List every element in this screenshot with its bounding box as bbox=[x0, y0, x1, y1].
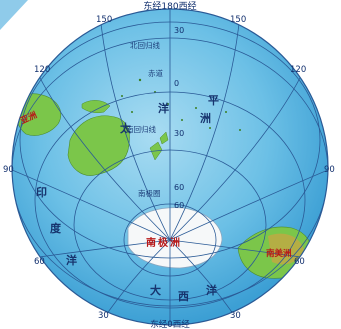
meridian-30e bbox=[103, 239, 171, 319]
label-90-right: 90 bbox=[324, 165, 335, 175]
antarctic-circle-label: 南极圈 bbox=[138, 188, 161, 198]
indian-char-3: 洋 bbox=[66, 253, 78, 267]
label-120-left: 120 bbox=[34, 65, 50, 75]
top-meridian-title: 东经180西经 bbox=[143, 0, 196, 12]
meridian-60w bbox=[169, 239, 309, 259]
pacific-char-3: 洋 bbox=[158, 101, 170, 115]
indian-char-1: 印 bbox=[36, 186, 48, 199]
lat-label-eq: 0 bbox=[174, 79, 179, 88]
antarctica-label: 南极洲 bbox=[146, 236, 182, 249]
meridian-120w bbox=[169, 69, 305, 241]
meridian-90e bbox=[12, 169, 171, 241]
lat-label-s60-inner: 60 bbox=[174, 201, 184, 210]
atlantic-char-3: 洋 bbox=[206, 283, 218, 297]
meridian-90w bbox=[169, 169, 328, 241]
tropic-capricorn-label: 南回归线 bbox=[126, 124, 156, 134]
atlantic-char-1: 大 bbox=[150, 283, 162, 297]
new-guinea-landmass bbox=[81, 100, 111, 114]
label-60-left: 60 bbox=[34, 257, 45, 267]
meridian-150e bbox=[99, 13, 171, 241]
equator-label: 赤道 bbox=[148, 68, 163, 78]
meridian-150w bbox=[169, 13, 241, 241]
label-60-right: 60 bbox=[294, 257, 305, 267]
graticule bbox=[12, 9, 328, 325]
meridian-30w bbox=[169, 239, 237, 319]
label-30-right: 30 bbox=[230, 311, 241, 321]
atlantic-char-2: 西 bbox=[178, 290, 190, 303]
label-90-left: 90 bbox=[3, 165, 14, 175]
pacific-char-1: 太 bbox=[119, 121, 132, 135]
bottom-meridian-title: 东经0西经 bbox=[150, 319, 190, 329]
pacific-char-2: 平 bbox=[208, 94, 220, 107]
pacific-char-4: 洲 bbox=[200, 112, 212, 125]
lat-label-s30: 30 bbox=[174, 129, 184, 138]
label-150-right: 150 bbox=[230, 15, 246, 25]
indian-char-2: 度 bbox=[50, 221, 62, 235]
pacific-islands bbox=[121, 78, 241, 131]
meridian-120e bbox=[35, 69, 171, 241]
tropic-cancer-label: 北回归线 bbox=[130, 40, 160, 50]
label-30-left: 30 bbox=[98, 311, 109, 321]
label-150-left: 150 bbox=[96, 15, 112, 25]
corner-decoration bbox=[0, 0, 28, 30]
label-120-right: 120 bbox=[290, 65, 306, 75]
meridian-60e bbox=[31, 239, 171, 259]
south-america-label: 南美洲 bbox=[266, 248, 292, 259]
new-zealand-north bbox=[159, 131, 169, 145]
australia-landmass bbox=[67, 115, 130, 176]
lat-label-n30: 30 bbox=[174, 26, 184, 35]
globe-border bbox=[11, 8, 329, 326]
asia-landmass bbox=[14, 93, 62, 136]
lat-label-s60: 60 bbox=[174, 183, 184, 192]
